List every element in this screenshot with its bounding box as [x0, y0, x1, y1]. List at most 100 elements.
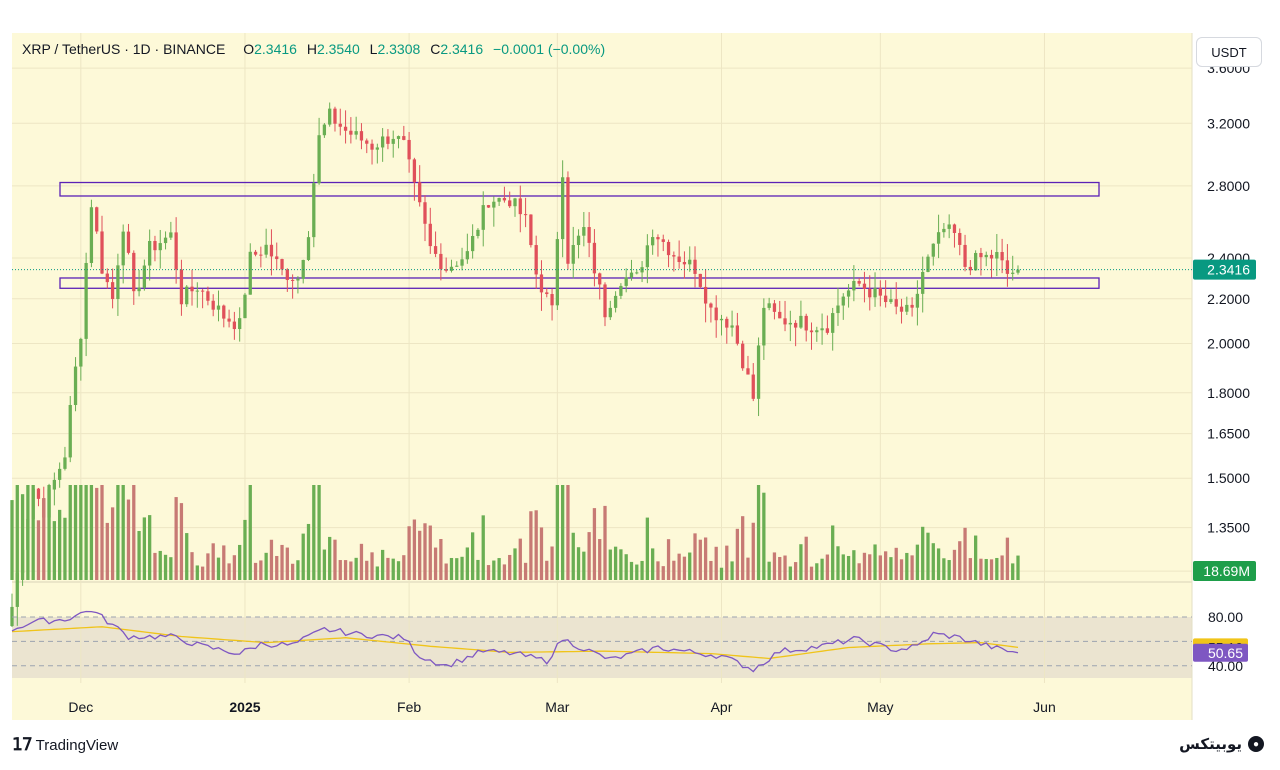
volume-bar [486, 565, 491, 580]
candle-body [645, 245, 650, 268]
candle-body [1011, 272, 1015, 274]
volume-bar [852, 550, 856, 580]
volume-bar [465, 547, 469, 580]
volume-bar [444, 563, 448, 580]
volume-bar [195, 565, 199, 580]
candle-body [725, 318, 729, 328]
volume-bar [693, 533, 697, 580]
volume-bar [825, 554, 830, 580]
volume-bar [200, 566, 205, 580]
symbol-label[interactable]: XRP / TetherUS · 1D · BINANCE [22, 41, 226, 57]
volume-bar [47, 485, 51, 580]
candle-body [179, 269, 184, 305]
volume-bar [550, 546, 554, 580]
candle-body [1000, 252, 1004, 261]
volume-bar [958, 541, 962, 580]
candle-body [306, 237, 311, 260]
candle-body [317, 135, 321, 184]
volume-bar [571, 532, 575, 580]
volume-bar [386, 557, 390, 580]
volume-bar [968, 558, 972, 580]
candle-body [677, 256, 681, 263]
volume-bar [725, 545, 729, 580]
rsi-line [11, 610, 1019, 673]
candle-body [79, 338, 83, 367]
currency-unit-button[interactable]: USDT [1196, 37, 1262, 67]
candle-body [672, 255, 676, 257]
volume-bar [931, 543, 935, 580]
volume-bar [407, 526, 411, 580]
volume-bar [566, 485, 570, 580]
volume-bar [561, 485, 565, 580]
candle-body [894, 299, 898, 307]
candle-body [868, 288, 872, 298]
candle-body [656, 237, 660, 240]
volume-bar [211, 543, 215, 580]
candle-body [312, 183, 316, 238]
low-value: 2.3308 [377, 41, 421, 57]
candle-body [322, 124, 327, 136]
volume-bar [921, 526, 925, 580]
volume-bar [185, 533, 189, 580]
candle-body [608, 307, 612, 318]
volume-bar [1000, 555, 1004, 580]
volume-bar [963, 527, 967, 580]
volume-bar [15, 485, 19, 580]
candle-body [206, 291, 210, 301]
candle-body [248, 251, 252, 295]
candle-body [995, 252, 999, 259]
volume-bar [534, 510, 538, 580]
volume-bar [58, 509, 62, 580]
candle-body [137, 287, 141, 292]
volume-bar [815, 563, 819, 580]
volume-bar [899, 559, 904, 580]
volume-bar [110, 507, 115, 580]
candle-body [185, 286, 189, 305]
volume-bar [317, 485, 321, 580]
candle-body [571, 245, 575, 264]
candle-body [148, 240, 152, 266]
rsi-band [12, 617, 1192, 678]
volume-bar [380, 549, 385, 580]
candle-body [407, 139, 411, 160]
high-value: 2.3540 [316, 41, 360, 57]
candle-body [772, 303, 777, 312]
volume-bar [619, 549, 623, 580]
volume-bar [666, 539, 671, 580]
candle-body [799, 315, 803, 328]
candle-body [508, 200, 512, 207]
volume-bar [603, 505, 607, 580]
tradingview-logo-icon: 𝟣𝟩 [12, 735, 33, 754]
tradingview-brand[interactable]: 𝟣𝟩 TradingView [12, 735, 119, 754]
candle-body [343, 126, 348, 131]
volume-bar [190, 552, 194, 580]
x-tick-label: May [867, 699, 893, 715]
candle-body [338, 123, 342, 127]
candle-body [751, 374, 755, 399]
candle-body [926, 256, 930, 272]
volume-bar [116, 485, 120, 580]
volume-bar [328, 536, 332, 580]
volume-bar [672, 560, 676, 580]
volume-bar [132, 485, 136, 580]
candle-body [471, 235, 475, 252]
candle-body [598, 273, 602, 285]
volume-bar [481, 515, 485, 580]
volume-bar [741, 516, 745, 580]
volume-bar [677, 553, 681, 580]
candle-body [200, 290, 205, 292]
volume-bar [523, 562, 528, 580]
volume-bar [312, 485, 316, 580]
volume-bar [31, 485, 35, 580]
candle-body [259, 254, 263, 256]
volume-bar [20, 494, 25, 580]
volume-bar [979, 558, 983, 580]
volume-bar [206, 553, 210, 580]
candle-body [576, 235, 581, 246]
volume-bar [290, 563, 295, 580]
volume-bar [232, 555, 237, 580]
volume-bar [703, 537, 708, 580]
y-tick-label: 2.0000 [1207, 335, 1250, 351]
